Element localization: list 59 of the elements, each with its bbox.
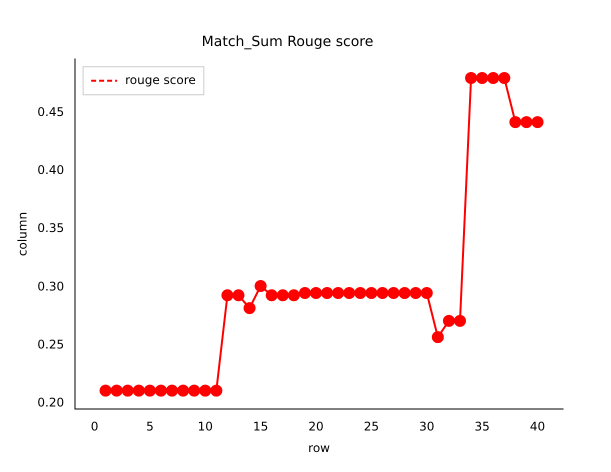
point — [100, 384, 112, 397]
point — [310, 286, 322, 299]
point — [532, 116, 544, 128]
x-tick-label: 20 — [308, 420, 324, 434]
point — [188, 384, 200, 397]
point — [388, 286, 400, 299]
point — [354, 286, 366, 299]
x-tick-label: 0 — [90, 420, 98, 434]
y-tick-label: 0.45 — [37, 104, 64, 119]
legend-label: rouge score — [125, 72, 196, 87]
point — [432, 331, 444, 344]
x-tick-label: 30 — [419, 420, 434, 434]
point — [154, 384, 167, 397]
point — [166, 384, 178, 397]
point — [520, 116, 532, 128]
x-tick-label: 25 — [364, 420, 380, 434]
point — [221, 289, 234, 302]
point — [110, 384, 123, 397]
point — [232, 289, 244, 302]
x-axis-title: row — [308, 440, 330, 455]
point — [509, 116, 522, 128]
point — [476, 72, 488, 84]
point — [132, 384, 145, 397]
point — [276, 289, 289, 302]
point — [321, 286, 334, 299]
point — [266, 289, 278, 302]
point — [398, 286, 411, 299]
point — [365, 286, 378, 299]
point — [298, 286, 311, 299]
point — [199, 384, 212, 397]
point — [420, 286, 433, 299]
chart-title: Match_Sum Rouge score — [202, 34, 374, 50]
y-tick-label: 0.20 — [37, 396, 64, 410]
point — [487, 72, 500, 84]
x-tick-label: 40 — [530, 420, 546, 434]
point — [210, 384, 222, 397]
point — [442, 314, 455, 327]
y-tick-label: 0.40 — [37, 163, 64, 178]
point — [376, 286, 388, 299]
point — [410, 286, 422, 299]
y-tick-label: 0.25 — [37, 337, 64, 352]
point — [254, 280, 267, 292]
point — [244, 302, 256, 314]
y-tick-label: 0.30 — [37, 279, 64, 294]
point — [343, 286, 356, 299]
x-tick-label: 15 — [252, 420, 268, 434]
point — [122, 384, 134, 397]
point — [288, 289, 300, 302]
point — [465, 72, 478, 84]
point — [144, 384, 156, 397]
x-tick-label: 35 — [474, 420, 490, 434]
y-tick-label: 0.35 — [37, 221, 64, 236]
point — [177, 384, 190, 397]
point — [332, 286, 344, 299]
y-axis-title: column — [15, 212, 30, 256]
x-tick-label: 5 — [146, 420, 154, 434]
point — [498, 72, 510, 84]
x-tick-label: 10 — [198, 420, 213, 434]
point — [454, 314, 466, 327]
